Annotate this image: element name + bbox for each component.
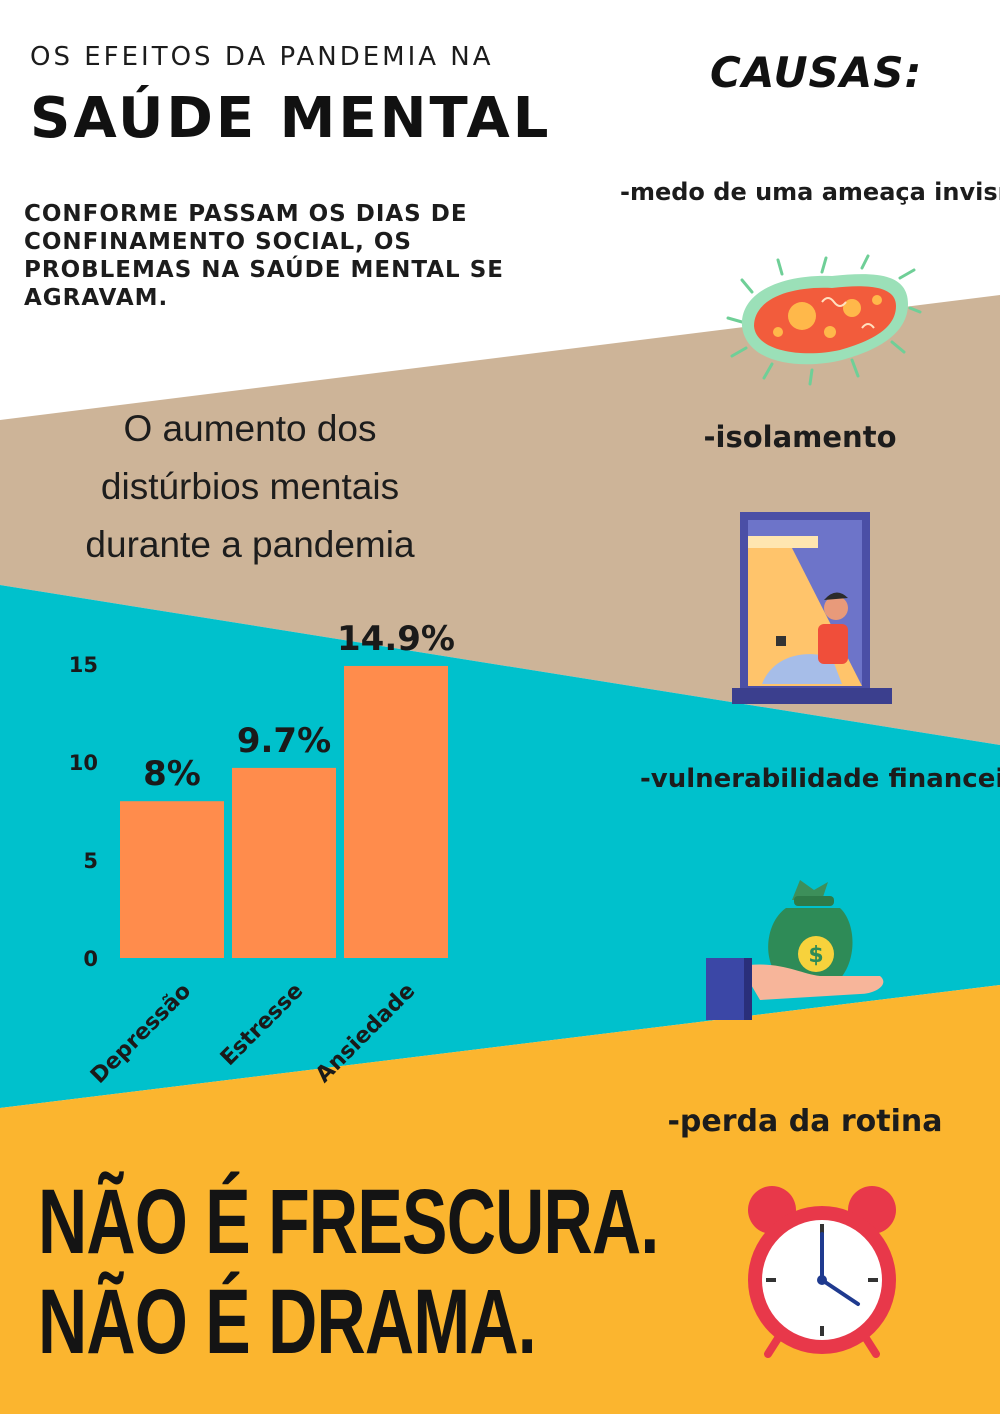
causes-heading: CAUSAS: <box>710 48 923 97</box>
slogan-line-1: NÃO É FRESCURA. <box>38 1171 659 1273</box>
svg-text:$: $ <box>808 943 823 968</box>
y-tick-label: 10 <box>69 751 98 775</box>
bar-estresse <box>232 767 336 958</box>
slogan: NÃO É FRESCURA. NÃO É DRAMA. <box>38 1172 659 1372</box>
cause-item-fear: -medo de uma ameaça invisível <box>620 178 1000 206</box>
x-tick-label: Ansiedade <box>311 979 420 1088</box>
bar-chart: 0 5 10 15 8% Depressão 9.7% Estresse 14.9% Ansied… <box>69 619 455 1089</box>
bar-ansiedade <box>344 665 448 958</box>
alarm-clock-icon <box>748 1186 896 1358</box>
window-person-icon <box>732 512 892 704</box>
data-label: 9.7% <box>237 721 331 761</box>
data-label: 14.9% <box>337 619 455 659</box>
money-bag-icon: $ <box>706 880 884 1020</box>
y-tick-label: 0 <box>83 947 98 971</box>
cause-item-isolation: -isolamento <box>703 420 897 454</box>
header-kicker: OS EFEITOS DA PANDEMIA NA <box>30 42 494 72</box>
slogan-line-2: NÃO É DRAMA. <box>38 1271 537 1373</box>
x-tick-label: Estresse <box>216 979 308 1071</box>
y-tick-label: 5 <box>83 849 98 873</box>
x-tick-label: Depressão <box>86 979 196 1089</box>
virus-icon <box>726 254 922 386</box>
bar-depressão <box>120 801 224 958</box>
cause-item-routine: -perda da rotina <box>667 1104 943 1139</box>
y-tick-label: 15 <box>69 653 98 677</box>
cause-item-financial: -vulnerabilidade financeira <box>640 764 1000 794</box>
intro-text: CONFORME PASSAM OS DIAS DE CONFINAMENTO … <box>24 201 504 311</box>
page-title: SAÚDE MENTAL <box>30 86 552 151</box>
data-label: 8% <box>143 754 201 794</box>
chart-title: O aumento dos distúrbios mentais durante… <box>85 408 415 565</box>
yellow-band <box>0 985 1000 1414</box>
